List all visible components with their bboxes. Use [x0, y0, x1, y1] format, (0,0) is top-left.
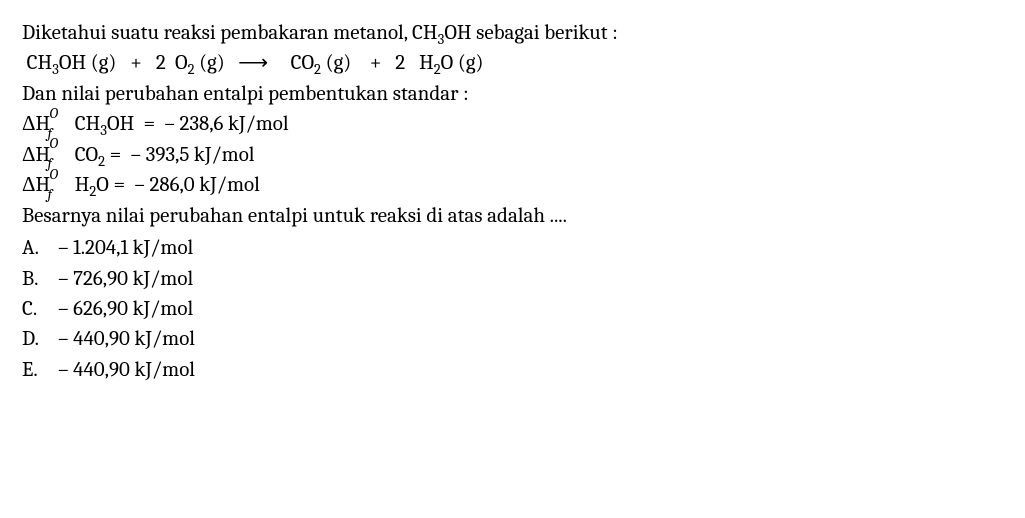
option-e: E. – 440,90 kJ/mol: [22, 355, 1003, 385]
question-line: Besarnya nilai perubahan entalpi untuk r…: [22, 201, 1003, 231]
options-block: A. – 1.204,1 kJ/mol B. – 726,90 kJ/mol C…: [22, 233, 1003, 385]
option-e-letter: E.: [22, 355, 58, 385]
option-a-text: – 1.204,1 kJ/mol: [58, 233, 193, 263]
option-e-text: – 440,90 kJ/mol: [58, 355, 195, 385]
delta-2: Δ: [22, 143, 36, 167]
equation-line: CH3OH (g) + 2 O2 (g) ⟶ CO2 (g) + 2 H2O (…: [22, 48, 1003, 78]
hf2-eq: =: [110, 143, 122, 167]
option-c: C. – 626,90 kJ/mol: [22, 294, 1003, 324]
coef-2a: 2: [156, 51, 166, 75]
option-a-letter: A.: [22, 233, 58, 263]
hf1-species: CH3OH: [75, 112, 135, 136]
hf1-eq: =: [143, 112, 155, 136]
hf3-val: – 286,0 kJ/mol: [134, 173, 259, 197]
hf-line-2: ΔHOf CO2 = – 393,5 kJ/mol: [22, 140, 1003, 170]
reactant-1: CH3OH (g): [27, 51, 117, 75]
intro-line: Diketahui suatu reaksi pembakaran metano…: [22, 18, 1003, 48]
delta-3: Δ: [22, 173, 36, 197]
plus-1: +: [130, 51, 142, 75]
option-c-text: – 626,90 kJ/mol: [58, 294, 193, 324]
intro-text-2: OH sebagai berikut :: [444, 21, 617, 45]
hf-symbol-3: HOf: [36, 170, 71, 200]
hf1-val: – 238,6 kJ/mol: [164, 112, 288, 136]
product-1: CO2 (g): [291, 51, 352, 75]
option-b-text: – 726,90 kJ/mol: [58, 264, 193, 294]
plus-2: +: [370, 51, 382, 75]
option-c-letter: C.: [22, 294, 58, 324]
coef-2b: 2: [395, 51, 405, 75]
hf2-species: CO2: [75, 143, 105, 167]
option-d-letter: D.: [22, 324, 58, 354]
arrow-icon: ⟶: [234, 48, 272, 78]
product-2: H2O (g): [419, 51, 483, 75]
option-b: B. – 726,90 kJ/mol: [22, 264, 1003, 294]
hf-line-3: ΔHOf H2O = – 286,0 kJ/mol: [22, 170, 1003, 200]
hf2-val: – 393,5 kJ/mol: [131, 143, 255, 167]
line-3: Dan nilai perubahan entalpi pembentukan …: [22, 79, 1003, 109]
delta-1: Δ: [22, 112, 36, 136]
option-d-text: – 440,90 kJ/mol: [58, 324, 195, 354]
hf3-eq: =: [113, 173, 125, 197]
option-a: A. – 1.204,1 kJ/mol: [22, 233, 1003, 263]
intro-text-1: Diketahui suatu reaksi pembakaran metano…: [22, 21, 438, 45]
option-b-letter: B.: [22, 264, 58, 294]
option-d: D. – 440,90 kJ/mol: [22, 324, 1003, 354]
hf3-species: H2O: [75, 173, 109, 197]
reactant-2: O2 (g): [175, 51, 225, 75]
hf-line-1: ΔHOf CH3OH = – 238,6 kJ/mol: [22, 109, 1003, 139]
